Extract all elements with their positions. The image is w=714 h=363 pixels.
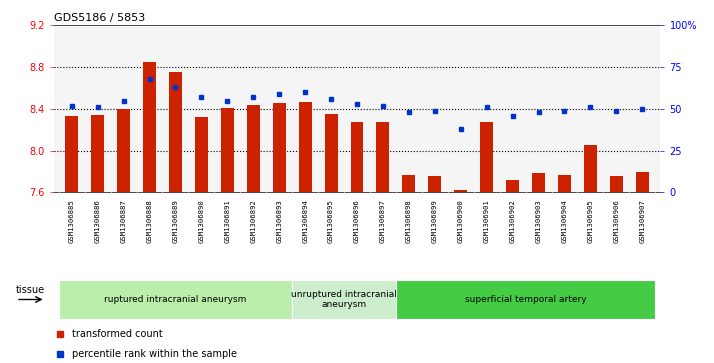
FancyBboxPatch shape: [292, 280, 396, 319]
Bar: [454, 190, 467, 192]
Text: GSM1306887: GSM1306887: [121, 199, 126, 243]
Text: GSM1306892: GSM1306892: [250, 199, 256, 243]
Bar: [117, 109, 130, 192]
Bar: [325, 114, 338, 192]
Bar: [298, 102, 311, 192]
Text: GSM1306899: GSM1306899: [432, 199, 438, 243]
Bar: [221, 108, 233, 192]
Text: tissue: tissue: [16, 285, 45, 295]
Text: GSM1306897: GSM1306897: [380, 199, 386, 243]
Text: GSM1306901: GSM1306901: [483, 199, 490, 243]
Text: GSM1306893: GSM1306893: [276, 199, 282, 243]
Text: GSM1306889: GSM1306889: [173, 199, 178, 243]
Text: GSM1306891: GSM1306891: [224, 199, 231, 243]
Text: GSM1306894: GSM1306894: [302, 199, 308, 243]
Text: GSM1306902: GSM1306902: [510, 199, 516, 243]
Bar: [558, 175, 571, 192]
Bar: [635, 171, 649, 192]
Text: GSM1306898: GSM1306898: [406, 199, 412, 243]
Text: ruptured intracranial aneurysm: ruptured intracranial aneurysm: [104, 295, 246, 304]
Bar: [428, 176, 441, 192]
FancyBboxPatch shape: [396, 280, 655, 319]
Bar: [195, 117, 208, 192]
Text: transformed count: transformed count: [71, 329, 163, 339]
Bar: [91, 115, 104, 192]
Bar: [584, 146, 597, 192]
Text: percentile rank within the sample: percentile rank within the sample: [71, 349, 237, 359]
Bar: [481, 122, 493, 192]
Text: unruptured intracranial
aneurysm: unruptured intracranial aneurysm: [291, 290, 397, 309]
Text: GSM1306896: GSM1306896: [354, 199, 360, 243]
Bar: [610, 176, 623, 192]
Bar: [403, 175, 416, 192]
Bar: [532, 172, 545, 192]
Text: GSM1306903: GSM1306903: [536, 199, 541, 243]
Text: GSM1306904: GSM1306904: [561, 199, 568, 243]
Text: GSM1306885: GSM1306885: [69, 199, 75, 243]
Bar: [376, 122, 389, 192]
Text: GSM1306906: GSM1306906: [613, 199, 619, 243]
Bar: [247, 105, 260, 192]
FancyBboxPatch shape: [59, 280, 292, 319]
Text: GSM1306886: GSM1306886: [95, 199, 101, 243]
Text: GSM1306895: GSM1306895: [328, 199, 334, 243]
Bar: [273, 103, 286, 192]
Text: GDS5186 / 5853: GDS5186 / 5853: [54, 13, 145, 23]
Text: GSM1306890: GSM1306890: [198, 199, 204, 243]
Bar: [169, 72, 182, 192]
Text: GSM1306907: GSM1306907: [639, 199, 645, 243]
Text: GSM1306905: GSM1306905: [588, 199, 593, 243]
Text: superficial temporal artery: superficial temporal artery: [465, 295, 586, 304]
Bar: [65, 116, 79, 192]
Text: GSM1306900: GSM1306900: [458, 199, 464, 243]
Bar: [351, 122, 363, 192]
Bar: [143, 62, 156, 192]
Bar: [506, 180, 519, 192]
Text: GSM1306888: GSM1306888: [146, 199, 153, 243]
